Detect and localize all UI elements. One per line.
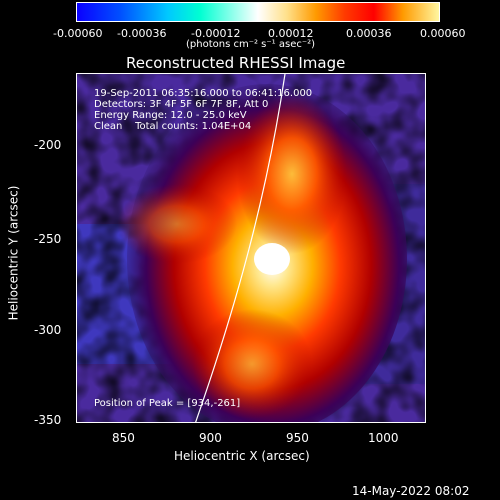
x-tick: 900 xyxy=(199,431,222,445)
y-axis-label: Heliocentric Y (arcsec) xyxy=(6,185,21,321)
colorbar-tick: 0.00012 xyxy=(268,27,314,40)
info-energy: Energy Range: 12.0 - 25.0 keV xyxy=(94,110,247,121)
colorbar-tick: -0.00060 xyxy=(53,27,103,40)
colorbar-tick: 0.00036 xyxy=(346,27,392,40)
observation-info: 19-Sep-2011 06:35:16.000 to 06:41:16.000… xyxy=(94,88,312,132)
rhessi-image xyxy=(76,73,426,423)
info-clean: Clean Total counts: 1.04E+04 xyxy=(94,121,252,132)
x-tick: 950 xyxy=(286,431,309,445)
colorbar-tick: -0.00036 xyxy=(117,27,167,40)
solar-limb xyxy=(195,74,286,422)
info-time: 19-Sep-2011 06:35:16.000 to 06:41:16.000 xyxy=(94,88,313,99)
peak-position: Position of Peak = [934,-261] xyxy=(94,398,241,409)
y-tick: -300 xyxy=(34,323,62,337)
timestamp: 14-May-2022 08:02 xyxy=(352,484,470,498)
info-detectors: Detectors: 3F 4F 5F 6F 7F 8F, Att 0 xyxy=(94,99,269,110)
x-axis-label: Heliocentric X (arcsec) xyxy=(174,449,310,463)
x-tick: 850 xyxy=(112,431,135,445)
colorbar-tick: -0.00012 xyxy=(191,27,241,40)
rhessi-image-render xyxy=(77,74,425,422)
image-title: Reconstructed RHESSI Image xyxy=(126,54,346,72)
colorbar xyxy=(76,2,440,22)
colorbar-tick: 0.00060 xyxy=(420,27,466,40)
y-tick: -200 xyxy=(34,138,62,152)
y-tick: -250 xyxy=(34,232,62,246)
colorbar-unit: (photons cm⁻² s⁻¹ asec⁻²) xyxy=(186,39,316,50)
x-tick: 1000 xyxy=(368,431,399,445)
y-tick: -350 xyxy=(34,413,62,427)
